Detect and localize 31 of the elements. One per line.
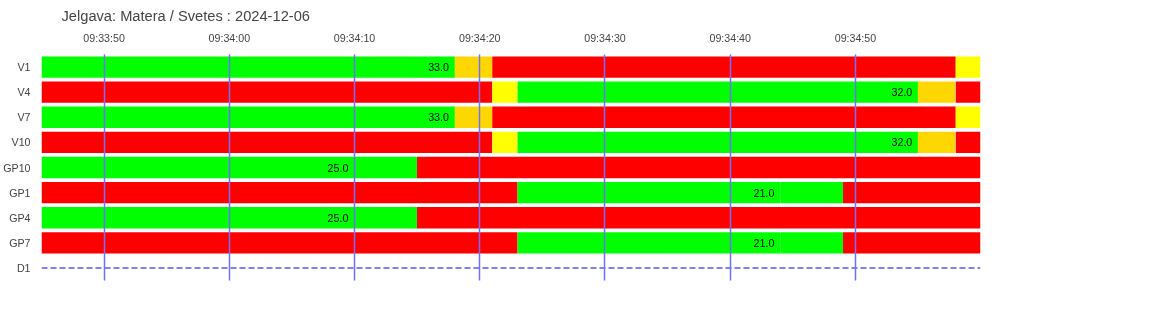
- annotation: 25.0: [327, 211, 349, 224]
- annotation: 33.0: [428, 61, 449, 74]
- y-tick-label: V7: [17, 111, 31, 124]
- y-tick-label: GP4: [9, 211, 31, 224]
- annotation: 25.0: [327, 161, 349, 174]
- x-tick-label: 09:33:50: [83, 31, 125, 44]
- bar: [955, 81, 981, 103]
- y-tick-label: GP1: [9, 186, 31, 199]
- annotation: 33.0: [428, 111, 449, 124]
- y-tick-label: GP7: [9, 236, 31, 249]
- y-tick-label: V1: [17, 61, 31, 74]
- x-tick-label: 09:34:40: [709, 31, 752, 44]
- y-tick-label: D1: [16, 261, 31, 274]
- bar: [955, 131, 981, 154]
- y-tick-label: V4: [17, 86, 31, 99]
- x-tick-label: 09:34:20: [459, 31, 501, 44]
- annotation: 21.0: [753, 186, 775, 199]
- x-tick-label: 09:34:00: [208, 31, 251, 44]
- y-tick-label: V10: [11, 136, 31, 149]
- bar: [917, 131, 956, 154]
- chart-title: Jelgava: Matera / Svetes : 2024-12-06: [61, 7, 310, 24]
- y-tick-label: GP10: [3, 161, 31, 174]
- annotation: 32.0: [891, 86, 913, 99]
- annotation: 32.0: [891, 136, 913, 149]
- bar: [955, 106, 981, 128]
- x-tick-label: 09:34:10: [333, 31, 376, 44]
- bar: [955, 56, 981, 78]
- annotation: 21.0: [753, 236, 775, 249]
- x-tick-label: 09:34:50: [834, 31, 877, 44]
- x-tick-label: 09:34:30: [584, 31, 626, 44]
- bar: [917, 81, 956, 103]
